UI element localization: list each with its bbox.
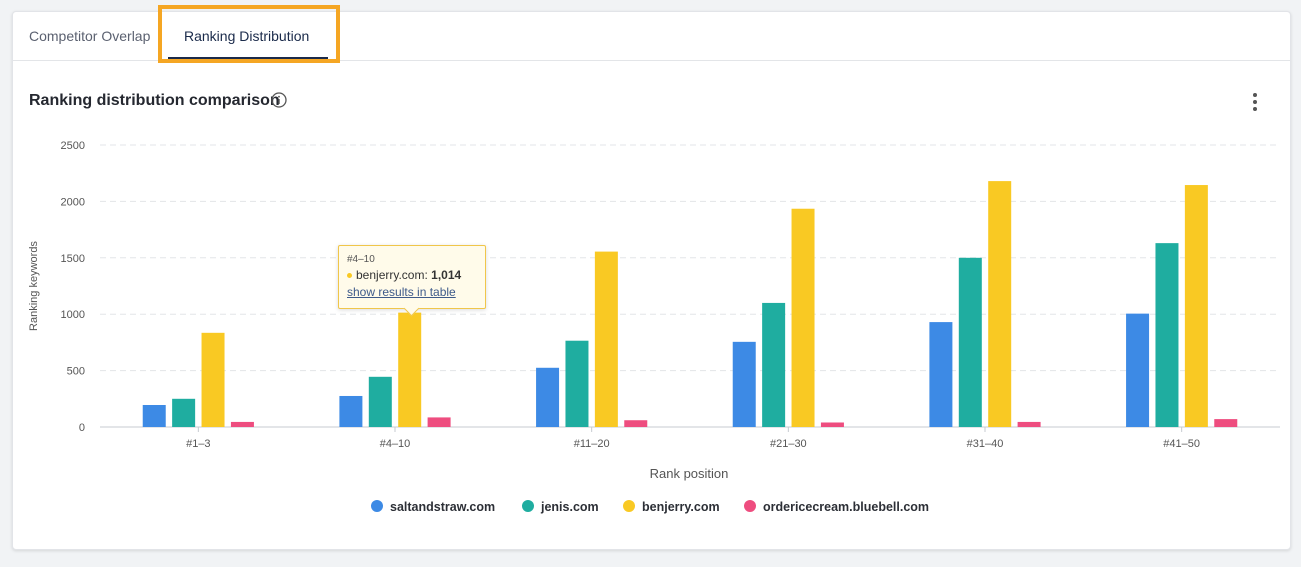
tab-competitor-overlap[interactable]: Competitor Overlap (29, 28, 151, 44)
chart-card: Competitor Overlap Ranking Distribution … (12, 11, 1291, 550)
legend-label: ordericecream.bluebell.com (763, 500, 929, 514)
y-tick-label: 2000 (61, 196, 85, 208)
highlight-annotation (158, 5, 340, 63)
legend-marker (744, 500, 756, 512)
bar-ordericecream-bluebell-com-1 (427, 417, 451, 427)
bar-jenis-com-3 (762, 302, 786, 427)
bar-ordericecream-bluebell-com-2 (624, 420, 648, 427)
x-tick-label: #4–10 (380, 438, 411, 450)
x-tick-label: #41–50 (1163, 438, 1200, 450)
y-tick-label: 0 (79, 422, 85, 434)
bar-benjerry-com-3 (791, 208, 815, 427)
more-options-icon[interactable] (1247, 92, 1263, 112)
legend-marker (522, 500, 534, 512)
bar-jenis-com-5 (1155, 243, 1179, 427)
x-tick-label: #31–40 (967, 438, 1004, 450)
bar-ordericecream-bluebell-com-0 (230, 421, 254, 427)
legend-label: benjerry.com (642, 500, 720, 514)
bar-jenis-com-1 (368, 376, 392, 427)
tooltip-value: 1,014 (431, 268, 462, 282)
bar-ordericecream-bluebell-com-4 (1017, 421, 1041, 427)
bar-jenis-com-0 (172, 398, 196, 427)
active-tab-indicator (168, 57, 328, 59)
chart-tooltip: #4–10 benjerry.com: 1,014 show results i… (338, 245, 486, 309)
legend-label: saltandstraw.com (390, 500, 495, 514)
bar-benjerry-com-5 (1184, 185, 1208, 427)
x-tick-label: #1–3 (186, 438, 210, 450)
bar-saltandstraw-com-0 (142, 405, 166, 427)
y-tick-label: 2500 (61, 140, 85, 152)
tooltip-series-dot (347, 273, 352, 278)
bar-saltandstraw-com-1 (339, 395, 363, 427)
y-tick-label: 1000 (61, 309, 85, 321)
tooltip-series-label: benjerry.com: 1,014 (356, 268, 461, 282)
tooltip-series-name: benjerry.com: (356, 268, 428, 282)
tab-ranking-distribution[interactable]: Ranking Distribution (184, 28, 310, 44)
x-tick-label: #11–20 (574, 438, 610, 450)
bar-jenis-com-2 (565, 340, 589, 427)
info-icon[interactable] (271, 92, 287, 108)
y-tick-label: 500 (67, 366, 85, 378)
bar-saltandstraw-com-4 (929, 322, 953, 427)
tab-bar: Competitor Overlap Ranking Distribution (13, 12, 1290, 61)
y-axis-label: Ranking keywords (28, 241, 40, 331)
bar-benjerry-com-1 (398, 312, 422, 427)
bar-benjerry-com-4 (988, 181, 1012, 427)
bar-ordericecream-bluebell-com-5 (1214, 419, 1238, 427)
bar-saltandstraw-com-5 (1126, 313, 1150, 427)
show-results-link[interactable]: show results in table (347, 285, 456, 299)
chart-title: Ranking distribution comparison (29, 92, 280, 109)
legend-marker (371, 500, 383, 512)
tooltip-title: #4–10 (347, 254, 375, 265)
bar-benjerry-com-2 (594, 251, 618, 427)
bar-saltandstraw-com-2 (536, 367, 560, 427)
x-axis-label: Rank position (650, 466, 729, 481)
bar-jenis-com-4 (958, 257, 982, 427)
legend-label: jenis.com (540, 500, 599, 514)
y-tick-label: 1500 (61, 253, 85, 265)
legend-marker (623, 500, 635, 512)
x-tick-label: #21–30 (770, 438, 807, 450)
bar-saltandstraw-com-3 (732, 341, 756, 427)
bar-ordericecream-bluebell-com-3 (820, 422, 844, 427)
bar-benjerry-com-0 (201, 332, 225, 427)
bar-chart: 0 500 1000 1500 2000 2500 #1–3 #4–10 #11–20 #21–3… (28, 140, 1280, 514)
